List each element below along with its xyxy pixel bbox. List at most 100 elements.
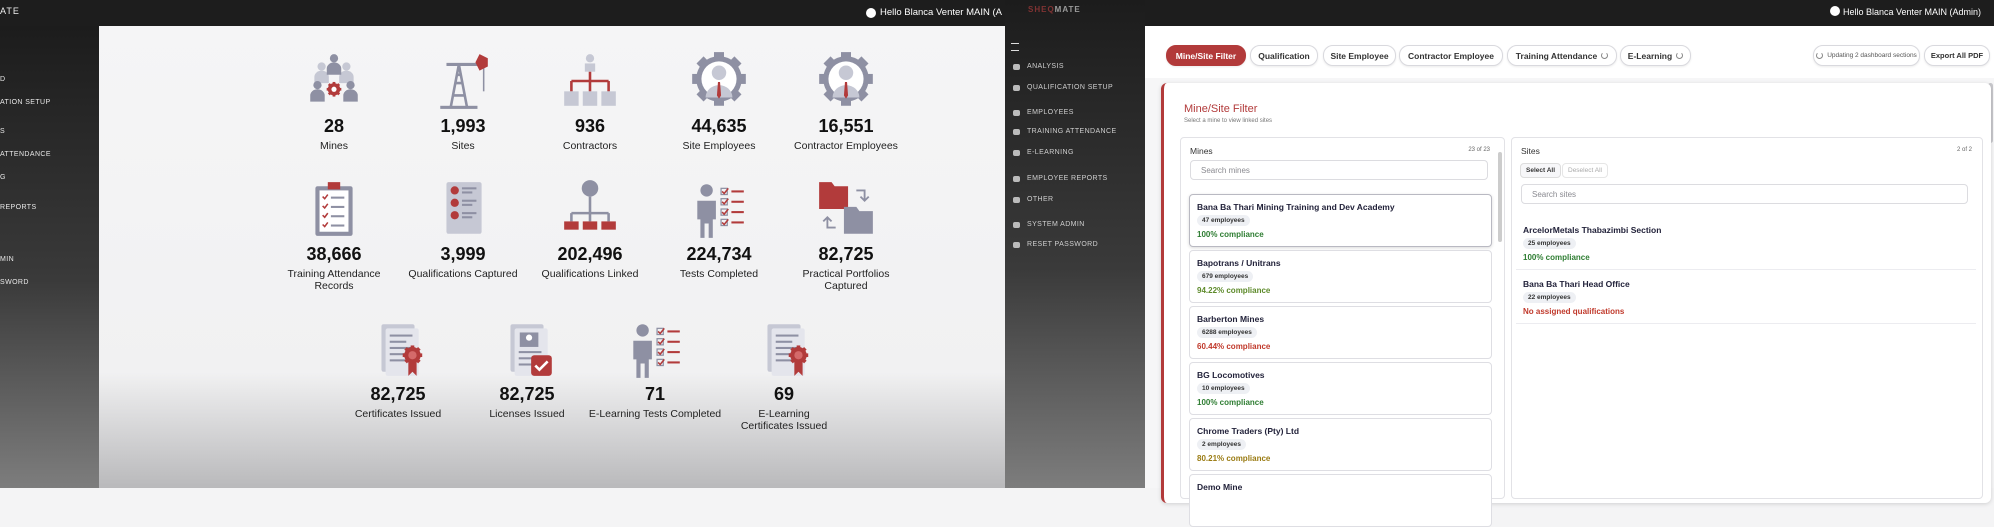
sidebar-item[interactable]: ANALYSIS xyxy=(1027,63,1064,70)
logo-rest: MATE xyxy=(1054,5,1081,14)
status: Updating 2 dashboard sections xyxy=(1813,45,1920,66)
stat-value: 38,666 xyxy=(306,244,362,264)
compliance: No assigned qualifications xyxy=(1523,307,1625,316)
sidebar-item[interactable]: QUALIFICATION SETUP xyxy=(1027,84,1114,91)
status-text: Updating 2 dashboard sections xyxy=(1827,52,1917,59)
mine-item[interactable]: Bapotrans / Unitrans 679 employees 94.22% … xyxy=(1189,250,1492,303)
card-title: Mine/Site Filter xyxy=(1184,103,1258,115)
logo-accent: SHEQ xyxy=(1028,5,1055,14)
left-topbar: ATE Hello Blanca Venter MAIN (A xyxy=(0,0,1005,26)
sidebar-item[interactable]: MIN xyxy=(0,256,15,263)
stat-card: 82,725 Licenses Issued xyxy=(452,318,602,420)
stat-icon xyxy=(452,318,602,380)
sidebar-icon xyxy=(1013,110,1020,116)
sidebar-item[interactable]: D xyxy=(0,76,6,83)
sites-panel: Sites 2 of 2 Select All Deselect All Search … xyxy=(1511,137,1983,499)
sidebar-item[interactable]: S xyxy=(0,128,6,135)
mine-name: BG Locomotives xyxy=(1197,370,1265,380)
sidebar-item[interactable]: E-LEARNING xyxy=(1027,149,1074,156)
tab[interactable]: Contractor Employee xyxy=(1399,45,1503,66)
stat-card: 71 E-Learning Tests Completed xyxy=(580,318,730,420)
search-sites[interactable]: Search sites xyxy=(1521,184,1968,204)
mine-item[interactable]: Chrome Traders (Pty) Ltd 2 employees 80.21… xyxy=(1189,418,1492,471)
icon xyxy=(564,54,616,106)
stat-card: 936 Contractors xyxy=(515,50,665,152)
icon xyxy=(692,52,746,106)
tab[interactable]: Mine/Site Filter xyxy=(1166,45,1246,66)
search-mines[interactable]: Search mines xyxy=(1190,160,1488,180)
sidebar-item[interactable]: EMPLOYEES xyxy=(1027,109,1074,116)
stat-icon xyxy=(771,178,921,240)
stat-card: 38,666 Training Attendance Records xyxy=(259,178,409,292)
left-sidebar: D ATION SETUP S ATTENDANCE G REPORTS MIN SWORD xyxy=(0,26,99,488)
menu-icon[interactable] xyxy=(1011,43,1019,51)
employee-count: 10 employees xyxy=(1197,383,1250,394)
sidebar-icon xyxy=(1013,85,1020,91)
stat-icon xyxy=(323,318,473,380)
greeting: Hello Blanca Venter MAIN (Admin) xyxy=(1843,7,1982,17)
employee-count: 6288 employees xyxy=(1197,327,1257,338)
stat-icon xyxy=(388,178,538,240)
compliance: 60.44% compliance xyxy=(1197,342,1271,351)
icon xyxy=(510,324,552,376)
tab-label: E-Learning xyxy=(1627,50,1673,61)
sidebar-item[interactable]: G xyxy=(0,174,6,181)
stat-label: Tests Completed xyxy=(679,268,759,280)
icon xyxy=(381,324,423,376)
select-all[interactable]: Select All xyxy=(1520,163,1562,178)
stat-icon xyxy=(515,178,665,240)
employee-count: 2 employees xyxy=(1197,439,1247,450)
tab[interactable]: Training Attendance xyxy=(1507,45,1617,66)
tab[interactable]: Qualification xyxy=(1250,45,1318,66)
deselect-all[interactable]: Deselect All xyxy=(1562,163,1608,178)
sidebar-item[interactable]: SWORD xyxy=(0,279,29,286)
mine-item[interactable]: BG Locomotives 10 employees 100% complianc… xyxy=(1189,362,1492,415)
stat-icon xyxy=(580,318,730,380)
site-name: Bana Ba Thari Head Office xyxy=(1523,279,1630,289)
tab[interactable]: E-Learning xyxy=(1620,45,1691,66)
sidebar-item[interactable]: REPORTS xyxy=(0,204,37,211)
sidebar-item[interactable]: ATTENDANCE xyxy=(0,151,51,158)
mine-item[interactable]: Demo Mine xyxy=(1189,474,1492,527)
compliance: 100% compliance xyxy=(1197,398,1264,407)
right-topbar: Hello Blanca Venter MAIN (Admin) xyxy=(1145,0,1994,26)
stat-label: Contractor Employees xyxy=(794,140,898,152)
stat-card: 202,496 Qualifications Linked xyxy=(515,178,665,280)
spinner xyxy=(1676,52,1684,59)
tab-label: Site Employee xyxy=(1330,50,1389,61)
stat-label: E-Learning Certificates Issued xyxy=(740,408,828,432)
stat-card: 3,999 Qualifications Captured xyxy=(388,178,538,280)
scroll-track xyxy=(1498,152,1502,242)
sidebar-icon xyxy=(1013,150,1020,156)
stats-area: 28 Mines 1,993 Sites 936 Contractors 44,635 Sit… xyxy=(99,26,1005,488)
tab[interactable]: Site Employee xyxy=(1323,45,1396,66)
sidebar-item[interactable]: TRAINING ATTENDANCE xyxy=(1027,128,1117,135)
sidebar-item[interactable]: OTHER xyxy=(1027,196,1054,203)
mine-item[interactable]: Barberton Mines 6288 employees 60.44% comp… xyxy=(1189,306,1492,359)
icon xyxy=(697,184,744,238)
export-button[interactable]: Export All PDF xyxy=(1924,45,1990,66)
site-name: ArcelorMetals Thabazimbi Section xyxy=(1523,225,1662,235)
sidebar-item[interactable]: SYSTEM ADMIN xyxy=(1027,221,1085,228)
stat-card: 82,725 Certificates Issued xyxy=(323,318,473,420)
stat-value: 69 xyxy=(773,384,795,404)
site-item[interactable]: ArcelorMetals Thabazimbi Section 25 emplo… xyxy=(1516,218,1976,270)
site-item[interactable]: Bana Ba Thari Head Office 22 employees No … xyxy=(1516,272,1976,324)
spinner xyxy=(1816,52,1824,59)
stat-label: Site Employees xyxy=(682,140,756,152)
spinner xyxy=(1601,52,1609,59)
sidebar-item[interactable]: RESET PASSWORD xyxy=(1027,241,1099,248)
sidebar-item[interactable]: ATION SETUP xyxy=(0,99,51,106)
stat-value: 3,999 xyxy=(440,244,486,264)
mine-name: Bapotrans / Unitrans xyxy=(1197,258,1281,268)
stat-value: 936 xyxy=(574,116,606,136)
stat-icon xyxy=(709,318,859,380)
employee-count: 22 employees xyxy=(1523,292,1576,303)
stat-icon xyxy=(644,50,794,112)
icon xyxy=(767,324,809,376)
sidebar-item[interactable]: EMPLOYEE REPORTS xyxy=(1027,175,1108,182)
user-icon xyxy=(866,8,876,18)
stat-card: 1,993 Sites xyxy=(388,50,538,152)
mine-item[interactable]: Bana Ba Thari Mining Training and Dev Ac… xyxy=(1189,194,1492,247)
